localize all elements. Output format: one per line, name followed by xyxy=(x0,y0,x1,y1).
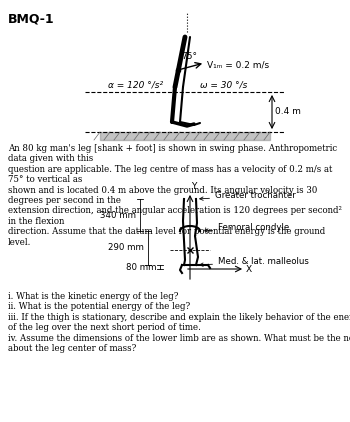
Text: 75°: 75° xyxy=(181,52,197,61)
Text: 0.4 m: 0.4 m xyxy=(275,108,301,116)
Text: α = 120 °/s²: α = 120 °/s² xyxy=(108,81,163,89)
Text: V₁ₘ = 0.2 m/s: V₁ₘ = 0.2 m/s xyxy=(207,60,269,69)
Text: BMQ-1: BMQ-1 xyxy=(8,12,55,25)
Text: 340 mm: 340 mm xyxy=(100,211,136,219)
Text: 80 mm: 80 mm xyxy=(126,262,156,271)
Text: Med. & lat. malleolus: Med. & lat. malleolus xyxy=(200,257,309,267)
Text: ω = 30 °/s: ω = 30 °/s xyxy=(200,81,247,89)
Text: i. What is the kinetic energy of the leg?
ii. What is the potential energy of th: i. What is the kinetic energy of the leg… xyxy=(8,292,350,353)
Text: Y: Y xyxy=(191,182,196,191)
Text: Greater trochanter: Greater trochanter xyxy=(200,192,296,200)
Text: An 80 kg man's leg [shank + foot] is shown in swing phase. Anthropometric data g: An 80 kg man's leg [shank + foot] is sho… xyxy=(8,144,342,246)
Text: Femoral condyle: Femoral condyle xyxy=(205,224,289,233)
Text: 290 mm: 290 mm xyxy=(108,243,144,252)
Text: X: X xyxy=(246,265,252,273)
